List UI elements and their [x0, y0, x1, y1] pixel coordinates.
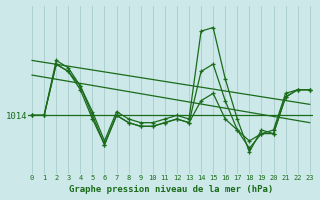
X-axis label: Graphe pression niveau de la mer (hPa): Graphe pression niveau de la mer (hPa) [69, 185, 273, 194]
